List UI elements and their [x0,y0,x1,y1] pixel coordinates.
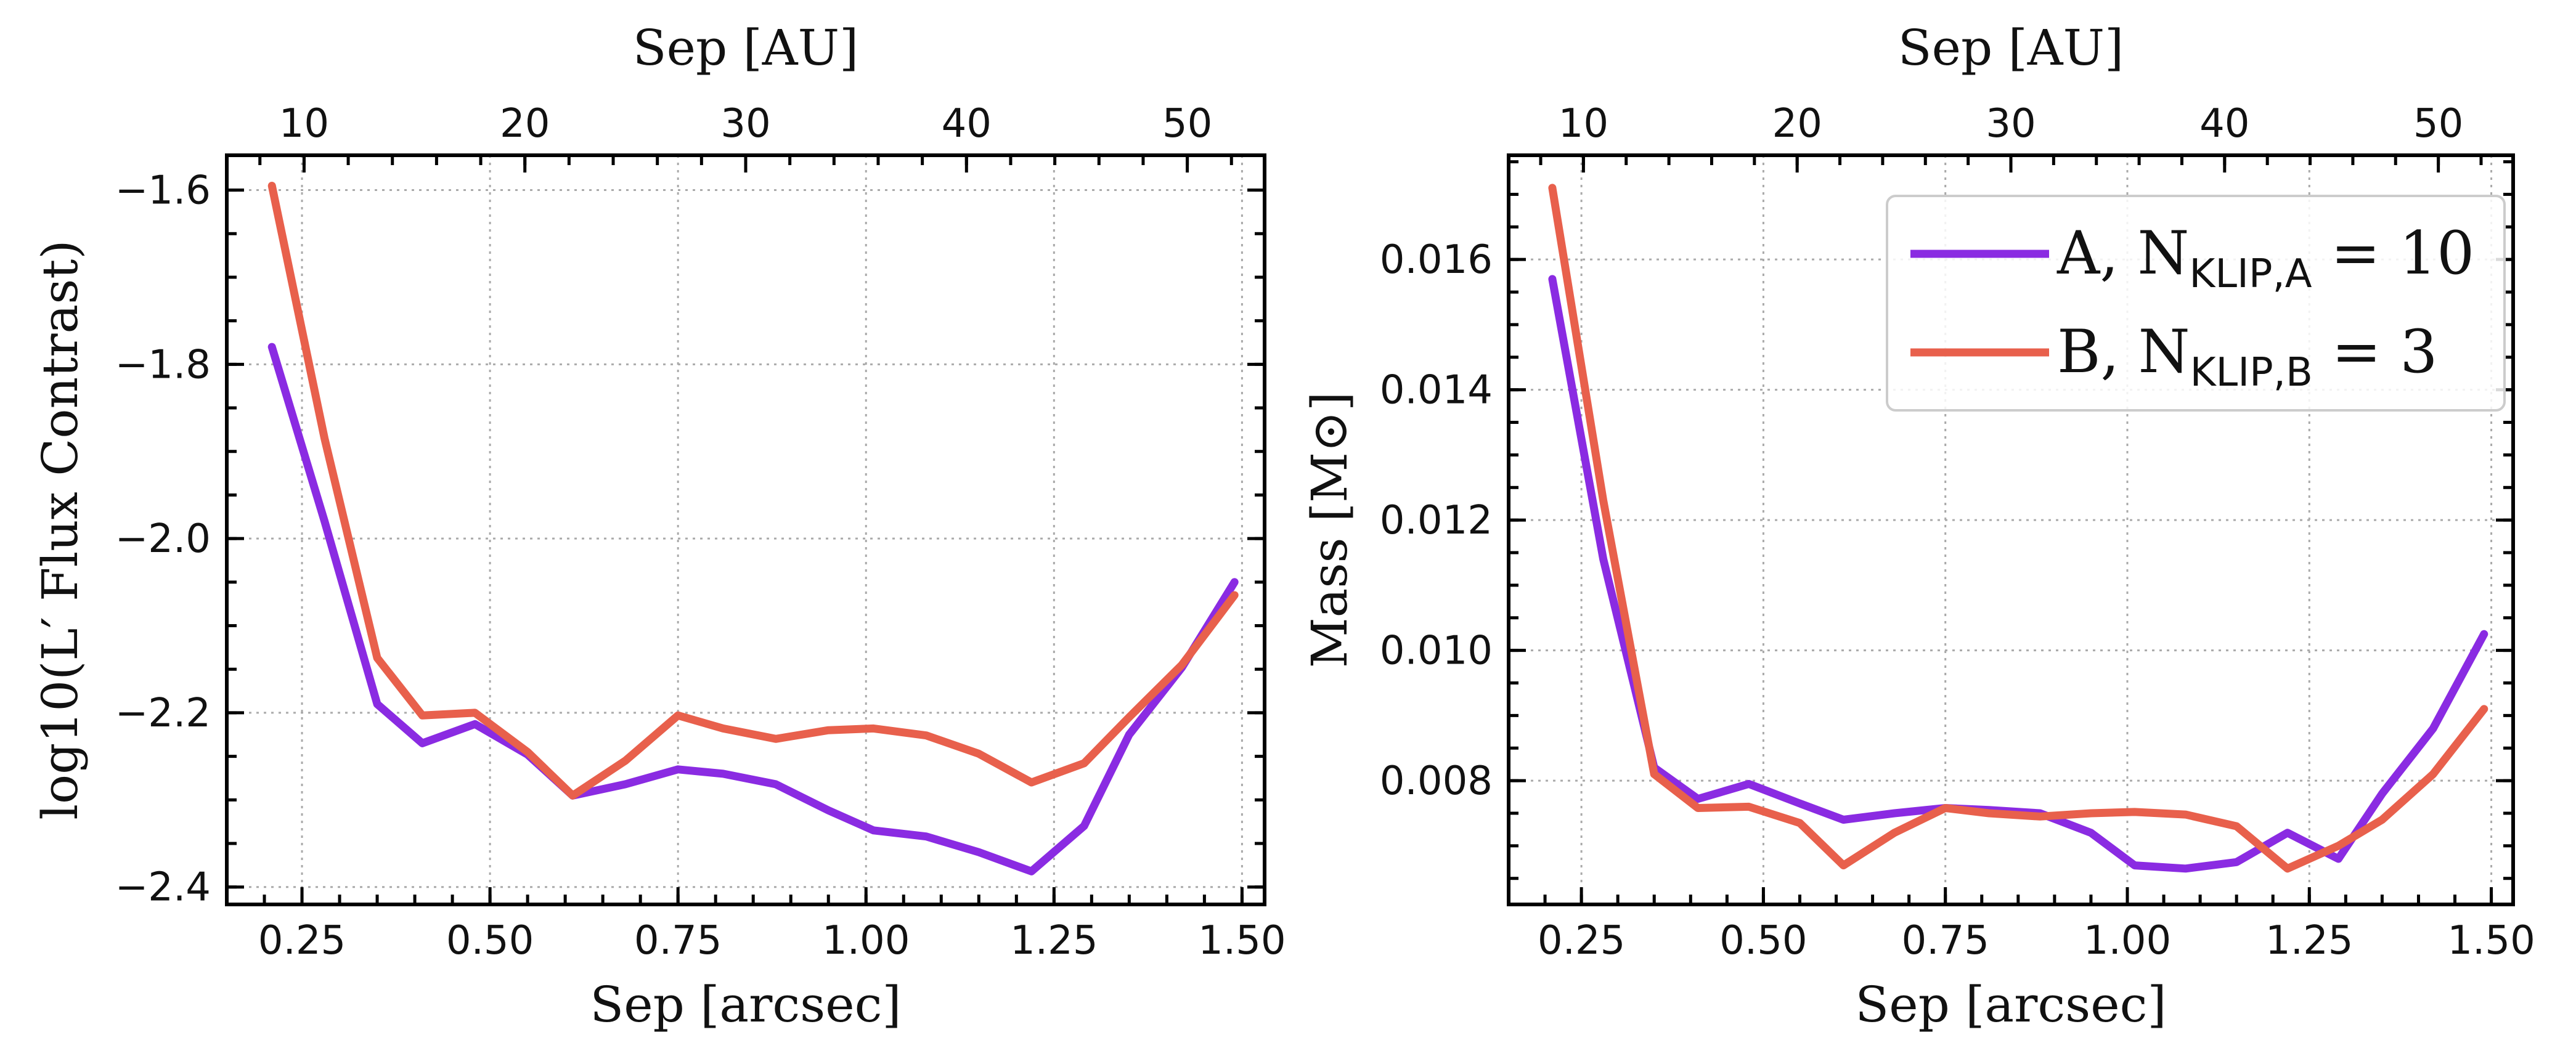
y-tick-label: −2.0 [115,516,211,562]
legend-label-subscript: KLIP,A [2189,251,2312,297]
left-top-x-axis-title: Sep [AU] [633,19,858,76]
left-y-axis-title: log10(L′ Flux Contrast) [31,240,89,819]
right-top-x-axis-title: Sep [AU] [1898,19,2124,76]
y-tick-label: 0.014 [1380,368,1493,413]
top-x-tick-label: 50 [1162,101,1212,147]
left-x-axis-title: Sep [arcsec] [590,976,901,1033]
top-x-tick-label: 30 [1986,101,2036,147]
y-tick-label: −1.8 [115,342,211,388]
legend-label-tail: = 10 [2312,219,2475,288]
x-tick-label: 0.75 [1901,918,1989,964]
x-tick-label: 1.25 [1010,918,1098,964]
top-x-tick-label: 30 [720,101,770,147]
right-axes-frame [1507,153,2515,906]
top-x-tick-label: 40 [2199,101,2249,147]
x-tick-label: 1.00 [2084,918,2172,964]
series-line-B [1548,184,2488,873]
series-line-A [267,343,1239,875]
y-tick-label: −2.4 [115,865,211,911]
x-tick-label: 0.25 [1538,918,1626,964]
x-tick-label: 1.50 [1198,918,1286,964]
legend-label-base: A, N [2056,219,2189,288]
right-series-lines [1548,184,2488,873]
legend-frame [1886,195,2506,412]
left-series-lines [267,182,1239,875]
legend: A, NKLIP,A = 10 B, NKLIP,B = 3 [1886,195,2506,412]
y-tick-label: 0.016 [1380,237,1493,283]
x-tick-label: 0.75 [634,918,722,964]
left-grid [227,155,1265,904]
top-x-tick-label: 20 [500,101,550,147]
y-tick-label: 0.010 [1380,628,1493,674]
right-panel: 0.25 0.50 0.75 1.00 1.25 1.50 10 20 30 40 50 0.016 0… [1301,19,2535,1033]
series-line-B [267,182,1239,800]
right-y-axis-title: Mass [M⊙] [1301,392,1358,668]
y-tick-label: 0.008 [1380,758,1493,804]
y-tick-label: −2.2 [115,691,211,736]
top-x-tick-label: 10 [1559,101,1608,147]
legend-label-subscript: KLIP,B [2190,350,2313,396]
left-tick-labels: 0.25 0.50 0.75 1.00 1.25 1.50 10 20 30 40 50 −1.6 −1… [115,101,1286,964]
x-tick-label: 0.50 [1719,918,1808,964]
legend-label-base: B, N [2057,317,2190,386]
legend-label-tail: = 3 [2313,317,2438,386]
legend-label-B: B, NKLIP,B = 3 [2057,317,2437,396]
right-tick-labels: 0.25 0.50 0.75 1.00 1.25 1.50 10 20 30 40 50 0.016 0… [1380,101,2535,964]
y-tick-label: 0.012 [1380,498,1493,543]
left-panel: 0.25 0.50 0.75 1.00 1.25 1.50 10 20 30 40 50 −1.6 −1… [31,19,1286,1033]
top-x-tick-label: 20 [1772,101,1822,147]
x-tick-label: 1.25 [2265,918,2354,964]
x-tick-label: 1.50 [2447,918,2535,964]
top-x-tick-label: 10 [279,101,329,147]
left-ticks [225,155,1265,904]
x-tick-label: 0.50 [446,918,534,964]
x-tick-label: 0.25 [258,918,346,964]
legend-label-A: A, NKLIP,A = 10 [2056,219,2474,297]
top-x-tick-label: 50 [2413,101,2463,147]
left-axes-frame [225,153,1266,906]
top-x-tick-label: 40 [942,101,992,147]
x-tick-label: 1.00 [822,918,910,964]
left-y-axis-title-text: log10(L′ Flux Contrast) [31,240,89,819]
y-tick-label: −1.6 [115,168,211,214]
right-x-axis-title: Sep [arcsec] [1855,976,2166,1033]
